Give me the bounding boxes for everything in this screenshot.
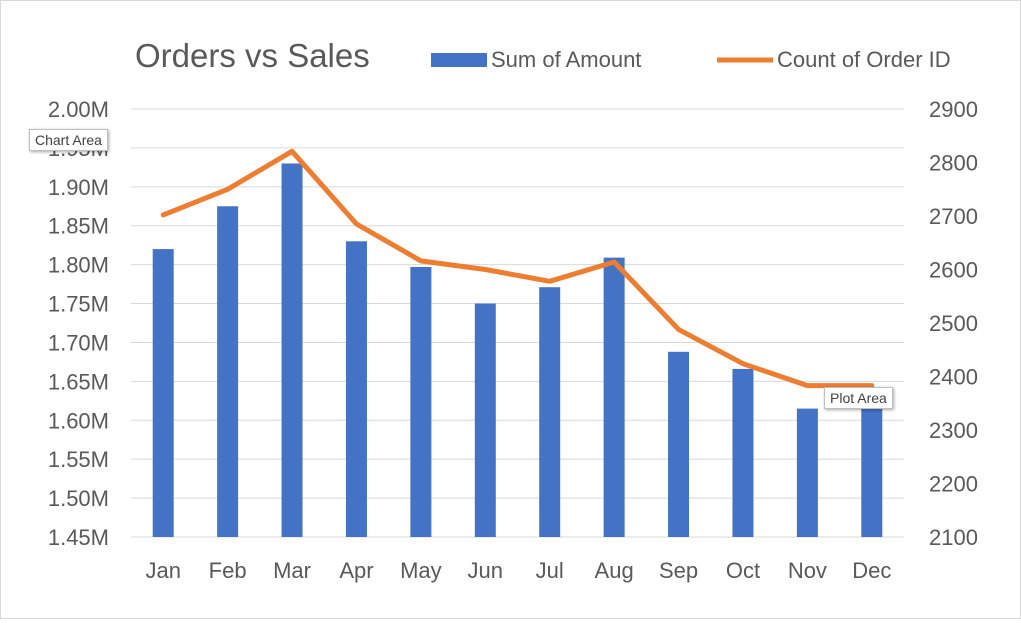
left-tick-label: 1.75M	[48, 292, 109, 317]
bar-series[interactable]	[152, 163, 883, 538]
left-tick-label: 1.70M	[48, 330, 109, 355]
bar-apr[interactable]	[345, 241, 367, 538]
x-tick-label: Feb	[209, 558, 247, 583]
left-tick-label: 1.80M	[48, 253, 109, 278]
right-tick-label: 2100	[929, 525, 978, 550]
bar-aug[interactable]	[603, 257, 625, 537]
left-tick-label: 1.90M	[48, 175, 109, 200]
gridlines	[131, 108, 904, 538]
bar-jul[interactable]	[539, 287, 561, 537]
chart-title[interactable]: Orders vs Sales	[135, 37, 370, 74]
right-tick-label: 2900	[929, 97, 978, 122]
bar-mar[interactable]	[281, 163, 303, 538]
x-tick-label: Jun	[468, 558, 503, 583]
right-tick-label: 2300	[929, 418, 978, 443]
x-tick-label: Jul	[536, 558, 564, 583]
x-tick-label: May	[400, 558, 442, 583]
bar-jun[interactable]	[474, 303, 496, 537]
bar-may[interactable]	[410, 266, 432, 537]
bar-jan[interactable]	[152, 249, 174, 537]
bar-dec[interactable]	[861, 408, 883, 537]
left-tick-label: 1.45M	[48, 525, 109, 550]
left-tick-label: 1.65M	[48, 369, 109, 394]
left-tick-label: 1.85M	[48, 214, 109, 239]
x-tick-label: Mar	[273, 558, 311, 583]
plot-area-tooltip: Plot Area	[824, 387, 893, 409]
right-tick-label: 2600	[929, 258, 978, 283]
legend-label-line: Count of Order ID	[777, 47, 951, 72]
right-axis: 2100 2200 2300 2400 2500 2600 2700 2800 2900	[929, 97, 978, 550]
left-tick-label: 1.50M	[48, 486, 109, 511]
bar-oct[interactable]	[732, 368, 754, 537]
legend[interactable]: Sum of Amount Count of Order ID	[431, 47, 951, 72]
bar-sep[interactable]	[668, 351, 690, 537]
right-tick-label: 2400	[929, 365, 978, 390]
right-tick-label: 2200	[929, 472, 978, 497]
right-tick-label: 2800	[929, 151, 978, 176]
x-tick-label: Dec	[852, 558, 891, 583]
x-tick-label: Nov	[788, 558, 827, 583]
x-tick-label: Sep	[659, 558, 698, 583]
x-tick-label: Jan	[145, 558, 180, 583]
order-count-line[interactable]	[160, 148, 875, 389]
x-tick-label: Oct	[726, 558, 760, 583]
x-axis: Jan Feb Mar Apr May Jun Jul Aug Sep Oct Nov Dec	[145, 558, 891, 583]
left-tick-label: 1.60M	[48, 408, 109, 433]
left-tick-label: 1.55M	[48, 447, 109, 472]
chart-area-tooltip: Chart Area	[29, 129, 108, 151]
legend-swatch-bar	[431, 53, 487, 67]
left-axis: 1.45M 1.50M 1.55M 1.60M 1.65M 1.70M 1.75M 1.80M…	[48, 97, 109, 550]
right-tick-label: 2500	[929, 311, 978, 336]
x-tick-label: Apr	[339, 558, 373, 583]
right-tick-label: 2700	[929, 204, 978, 229]
legend-label-bar: Sum of Amount	[491, 47, 641, 72]
bar-feb[interactable]	[217, 206, 239, 538]
left-tick-label: 2.00M	[48, 97, 109, 122]
bar-nov[interactable]	[796, 408, 818, 537]
line-series[interactable]	[160, 148, 875, 389]
x-tick-label: Aug	[595, 558, 634, 583]
